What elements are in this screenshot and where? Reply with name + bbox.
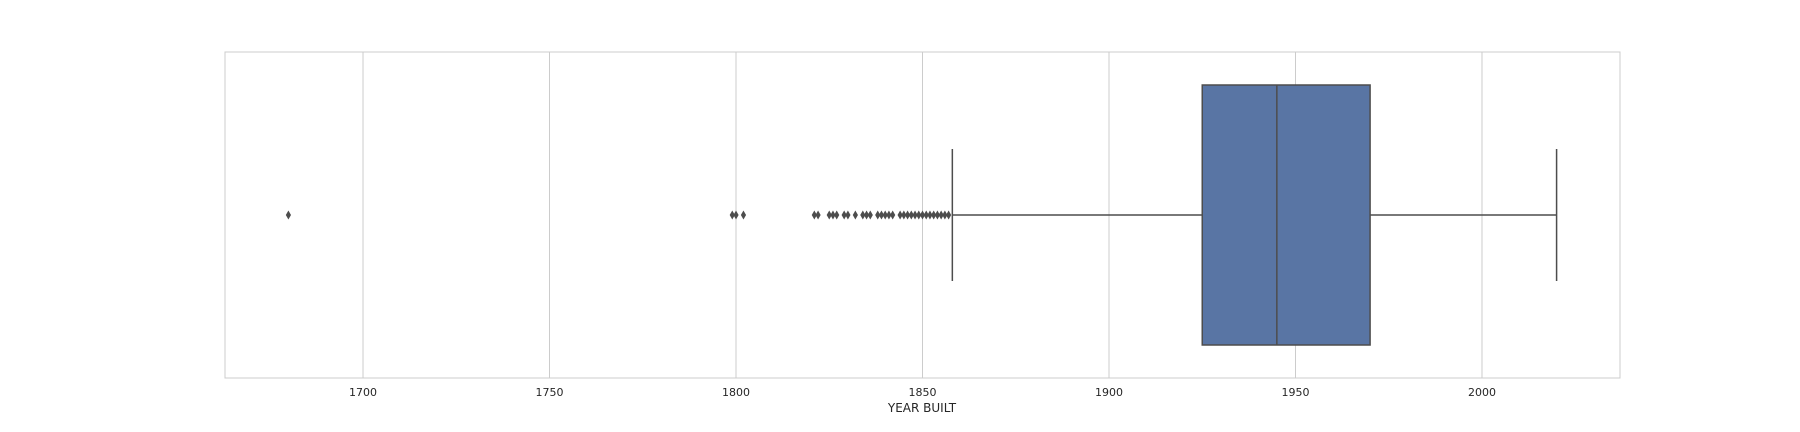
outlier-point [285, 210, 292, 220]
x-tick-label-1950: 1950 [1281, 386, 1309, 399]
x-tick-label-1800: 1800 [722, 386, 750, 399]
whiskers [951, 149, 1558, 281]
outlier-point [867, 210, 873, 220]
x-tick-label-1850: 1850 [909, 386, 937, 399]
box-group [1201, 84, 1371, 346]
x-tick-labels: 1700 1750 1800 1850 1900 1950 2000 [349, 386, 1496, 399]
x-tick-label-1750: 1750 [536, 386, 564, 399]
x-tick-label-1700: 1700 [349, 386, 377, 399]
outlier-point [811, 210, 817, 220]
outlier-points [285, 210, 952, 220]
outlier-point [729, 210, 735, 220]
outlier-point [815, 210, 821, 220]
outlier-point [901, 210, 907, 220]
outlier-point [942, 210, 948, 220]
outlier-point [863, 210, 870, 220]
outlier-point [890, 210, 896, 220]
outlier-point [860, 210, 866, 220]
outlier-point [916, 210, 922, 220]
x-tick-label-2000: 2000 [1468, 386, 1496, 399]
outlier-point [904, 210, 911, 220]
outlier-point [912, 210, 918, 220]
outlier-point [852, 210, 858, 220]
x-axis-title: YEAR BUILT [887, 401, 957, 415]
outlier-point [845, 210, 851, 220]
outlier-point [908, 210, 914, 220]
outlier-point [897, 210, 903, 220]
outlier-point [934, 210, 941, 220]
outlier-point [927, 210, 933, 220]
outlier-point [875, 210, 881, 220]
outlier-point [923, 210, 929, 220]
outlier-point [931, 210, 937, 220]
outlier-point [882, 210, 888, 220]
x-tick-label-1900: 1900 [1095, 386, 1123, 399]
plot-area-frame [224, 51, 1621, 379]
outlier-point [733, 210, 739, 220]
outlier-point [919, 210, 926, 220]
interquartile-box [1201, 84, 1371, 346]
outlier-point [826, 210, 832, 220]
outlier-point [946, 210, 952, 220]
outlier-point [886, 210, 892, 220]
outlier-point [938, 210, 944, 220]
outlier-point [830, 210, 836, 220]
outlier-point [740, 210, 747, 220]
outlier-point [878, 210, 885, 220]
outlier-point [834, 210, 840, 220]
outlier-point [841, 210, 847, 220]
